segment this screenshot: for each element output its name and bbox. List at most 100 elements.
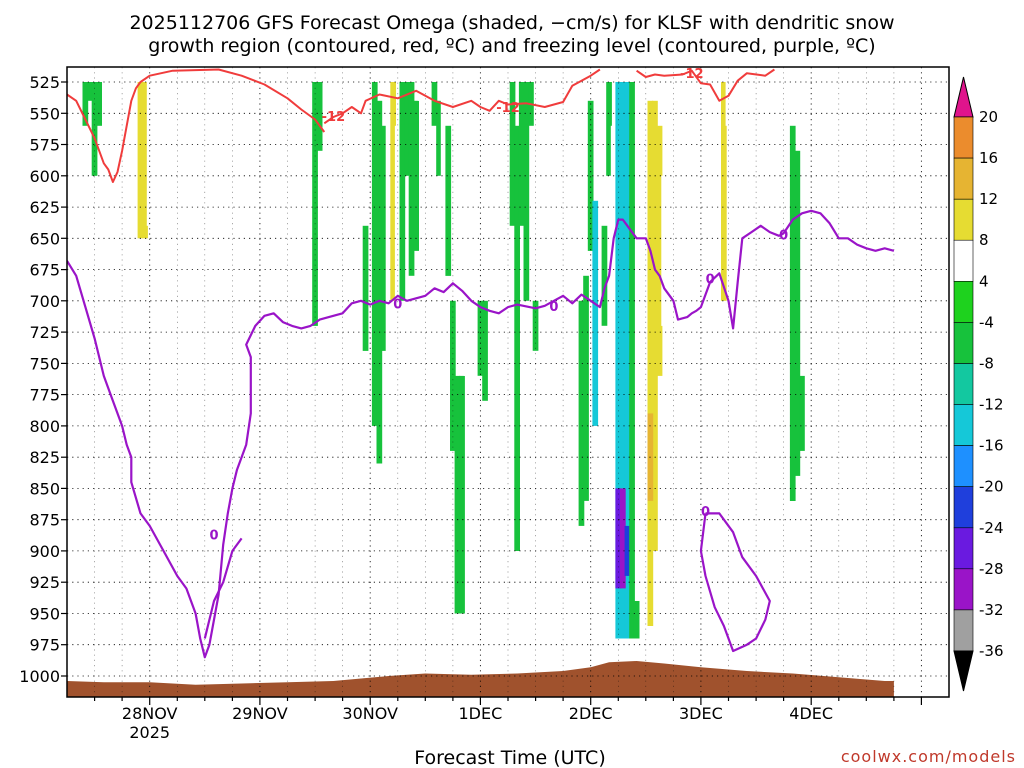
omega-cell: [381, 125, 387, 351]
omega-cell: [606, 82, 612, 176]
colorbar-extend-top: [953, 76, 974, 118]
omega-cell: [156, 100, 162, 326]
omega-cell: [160, 113, 167, 301]
colorbar-bin: [953, 280, 974, 323]
colorbar-label: 16: [979, 149, 998, 167]
colorbar-bin: [953, 157, 974, 200]
omega-cell: [624, 525, 631, 576]
terrain-surface: [67, 661, 894, 697]
y-tick-label: 775: [29, 386, 60, 405]
y-tick-label: 700: [29, 292, 60, 311]
omega-cell: [661, 175, 667, 326]
y-tick-label: 675: [29, 261, 60, 280]
omega-cell: [146, 82, 153, 226]
y-tick-label: 950: [29, 605, 60, 624]
omega-cell: [702, 82, 709, 251]
y-axis: 525 550 575 600 625 650 675 700 725 750 775 800 825 8…: [19, 73, 67, 686]
y-tick-label: 575: [29, 136, 60, 155]
x-tick-label: 1DEC: [459, 704, 503, 723]
colorbar-label: -24: [979, 519, 1004, 537]
omega-cell: [440, 82, 447, 401]
credit-text: coolwx.com/models: [841, 747, 1016, 766]
chart-title-line-2: growth region (contoured, red, ºC) and f…: [148, 35, 875, 57]
y-tick-label: 875: [29, 511, 60, 530]
dgz-contour-label: -12: [496, 101, 520, 116]
colorbar-bin: [953, 404, 974, 446]
x-tick-sublabel: 2025: [129, 723, 170, 742]
omega-cell: [491, 125, 497, 401]
colorbar-bin: [953, 198, 974, 241]
y-tick-label: 600: [29, 167, 60, 186]
terrain-layer: [67, 661, 894, 697]
omega-cell: [224, 225, 231, 526]
dgz-contour-line: [67, 68, 326, 183]
contours: -12 -12 -12 0 0 0 0 0 0: [67, 67, 895, 659]
omega-cell: [114, 125, 121, 502]
omega-cell: [610, 125, 617, 264]
colorbar-bin: [953, 609, 974, 652]
omega-cell: [569, 125, 576, 176]
colorbar-bin: [953, 239, 974, 282]
x-tick-label: 4DEC: [789, 704, 833, 723]
freezing-level-line: [67, 209, 895, 659]
omega-cell: [652, 100, 658, 552]
freezing-level-label: 0: [706, 272, 715, 287]
omega-cell: [243, 100, 249, 301]
omega-cell: [206, 125, 213, 351]
y-tick-label: 650: [29, 229, 60, 248]
omega-cell: [201, 175, 208, 289]
y-tick-label: 800: [29, 417, 60, 436]
omega-cell: [716, 82, 723, 489]
omega-cell: [541, 82, 548, 201]
dgz-contour-label: -12: [680, 67, 704, 82]
colorbar-label: 8: [979, 231, 989, 249]
omega-cell: [142, 82, 148, 239]
omega-cell: [495, 82, 502, 239]
freezing-level-label: 0: [701, 505, 710, 520]
omega-cell: [615, 82, 622, 639]
omega-cell: [509, 82, 516, 226]
omega-cell: [445, 125, 452, 276]
omega-cell: [523, 82, 530, 301]
omega-cell: [137, 82, 144, 239]
omega-cell: [436, 100, 442, 176]
omega-cell: [408, 82, 415, 276]
x-tick-label: 29NOV: [232, 704, 288, 723]
omega-cell: [82, 82, 89, 126]
omega-cell: [624, 82, 631, 639]
omega-cell: [266, 125, 272, 226]
y-tick-label: 550: [29, 104, 60, 123]
omega-cell: [468, 82, 475, 176]
omega-cell: [454, 375, 461, 614]
omega-cell: [629, 82, 635, 639]
omega-cell: [339, 200, 346, 501]
omega-cell: [518, 82, 525, 226]
omega-cell: [348, 82, 355, 126]
colorbar-extend-bottom: [953, 650, 974, 692]
colorbar-bin: [953, 568, 974, 611]
colorbar-label: -36: [979, 642, 1004, 660]
omega-cell: [275, 150, 282, 301]
omega-cell: [394, 125, 401, 577]
omega-cell: [450, 300, 456, 451]
omega-cell: [546, 125, 553, 239]
chart-title-line-1: 2025112706 GFS Forecast Omega (shaded, −…: [129, 12, 894, 34]
omega-cell: [362, 225, 369, 351]
colorbar-label: 12: [979, 190, 998, 208]
colorbar-bin: [953, 486, 974, 529]
omega-cell: [330, 175, 337, 226]
colorbar-label: -20: [979, 478, 1004, 496]
omega-cell: [316, 82, 323, 151]
y-tick-label: 1000: [19, 667, 60, 686]
colorbar-bin: [953, 116, 974, 159]
dgz-contour-line: [636, 68, 775, 102]
omega-cell: [96, 82, 102, 126]
omega-cell: [238, 113, 245, 326]
omega-cell: [371, 82, 378, 426]
colorbar-label: -4: [979, 313, 994, 331]
colorbar-label: -32: [979, 601, 1004, 619]
omega-cell: [587, 100, 594, 251]
x-axis-title: Forecast Time (UTC): [414, 747, 605, 768]
omega-cell: [638, 82, 644, 301]
omega-cell: [133, 82, 139, 301]
